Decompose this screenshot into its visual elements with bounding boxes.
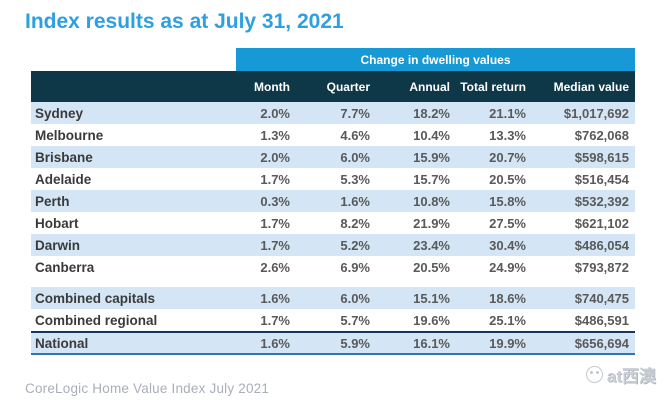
index-results-table: Change in dwelling values Month Quarter An… — [31, 48, 635, 355]
cell-annual: 21.9% — [413, 215, 450, 231]
footer-source: CoreLogic Home Value Index July 2021 — [25, 381, 270, 396]
cell-annual: 10.8% — [413, 193, 450, 209]
page-title: Index results as at July 31, 2021 — [25, 10, 344, 33]
cell-quarter: 5.3% — [340, 171, 370, 187]
table-row: Hobart 1.7% 8.2% 21.9% 27.5% $621,102 — [31, 212, 635, 234]
cell-region-label: Adelaide — [35, 171, 92, 187]
cell-total-return: 19.9% — [489, 335, 526, 351]
cell-median-value: $486,054 — [574, 237, 629, 253]
header-cell-month: Month — [254, 79, 290, 94]
cell-annual: 15.9% — [413, 149, 450, 165]
table-row: Canberra 2.6% 6.9% 20.5% 24.9% $793,872 — [31, 256, 635, 278]
banner-spacer — [31, 48, 236, 71]
cell-month: 0.3% — [260, 193, 290, 209]
table-row: Combined regional 1.7% 5.7% 19.6% 25.1% $486,… — [31, 309, 635, 331]
cell-month: 1.6% — [260, 290, 290, 306]
header-cell-quarter: Quarter — [326, 79, 370, 94]
table-row: National 1.6% 5.9% 16.1% 19.9% $656,694 — [31, 331, 635, 355]
cell-median-value: $532,392 — [574, 193, 629, 209]
cell-quarter: 6.9% — [340, 259, 370, 275]
cell-month: 1.7% — [260, 171, 290, 187]
cell-total-return: 21.1% — [489, 105, 526, 121]
header-cell-annual: Annual — [409, 79, 450, 94]
table-header-row: Month Quarter Annual Total return Median val… — [31, 71, 635, 102]
cell-region-label: Hobart — [35, 215, 79, 231]
cell-region-label: Melbourne — [35, 127, 104, 143]
table-row: Combined capitals 1.6% 6.0% 15.1% 18.6% $740,… — [31, 287, 635, 309]
cell-total-return: 18.6% — [489, 290, 526, 306]
cell-region-label: National — [35, 335, 89, 351]
cell-month: 2.0% — [260, 105, 290, 121]
cell-quarter: 7.7% — [340, 105, 370, 121]
cell-median-value: $516,454 — [574, 171, 629, 187]
table-row: Sydney 2.0% 7.7% 18.2% 21.1% $1,017,692 — [31, 102, 635, 124]
cell-quarter: 6.0% — [340, 290, 370, 306]
cell-median-value: $740,475 — [574, 290, 629, 306]
table-banner-row: Change in dwelling values — [31, 48, 635, 71]
capital-city-rows: Sydney 2.0% 7.7% 18.2% 21.1% $1,017,692 Melbou… — [31, 102, 635, 278]
cell-month: 2.0% — [260, 149, 290, 165]
cell-median-value: $656,694 — [574, 335, 629, 351]
cell-month: 1.7% — [260, 215, 290, 231]
cell-quarter: 1.6% — [340, 193, 370, 209]
cell-median-value: $621,102 — [574, 215, 629, 231]
table-row: Perth 0.3% 1.6% 10.8% 15.8% $532,392 — [31, 190, 635, 212]
cell-quarter: 8.2% — [340, 215, 370, 231]
cell-annual: 15.7% — [413, 171, 450, 187]
cell-quarter: 6.0% — [340, 149, 370, 165]
cell-quarter: 5.2% — [340, 237, 370, 253]
banner-change-in-dwelling-values: Change in dwelling values — [236, 48, 635, 71]
cell-annual: 16.1% — [413, 335, 450, 351]
cell-annual: 10.4% — [413, 127, 450, 143]
cell-region-label: Canberra — [35, 259, 95, 275]
cell-total-return: 25.1% — [489, 312, 526, 328]
cell-month: 1.6% — [260, 335, 290, 351]
cell-median-value: $1,017,692 — [563, 105, 629, 121]
header-cell-total-return: Total return — [460, 79, 526, 94]
cell-month: 1.7% — [260, 312, 290, 328]
cell-annual: 23.4% — [413, 237, 450, 253]
cell-region-label: Darwin — [35, 237, 81, 253]
watermark: at西澳 — [585, 362, 656, 387]
cell-total-return: 15.8% — [489, 193, 526, 209]
cell-quarter: 5.7% — [340, 312, 370, 328]
table-row: Brisbane 2.0% 6.0% 15.9% 20.7% $598,615 — [31, 146, 635, 168]
cell-total-return: 20.5% — [489, 171, 526, 187]
summary-rows: Combined capitals 1.6% 6.0% 15.1% 18.6% $740,… — [31, 287, 635, 355]
table-row: Melbourne 1.3% 4.6% 10.4% 13.3% $762,068 — [31, 124, 635, 146]
cell-total-return: 27.5% — [489, 215, 526, 231]
cell-median-value: $762,068 — [574, 127, 629, 143]
watermark-label: at西澳 — [606, 367, 656, 386]
cell-total-return: 24.9% — [489, 259, 526, 275]
cell-quarter: 4.6% — [340, 127, 370, 143]
cell-annual: 18.2% — [413, 105, 450, 121]
cell-annual: 19.6% — [413, 312, 450, 328]
cell-median-value: $598,615 — [574, 149, 629, 165]
cell-month: 2.6% — [260, 259, 290, 275]
table-row: Darwin 1.7% 5.2% 23.4% 30.4% $486,054 — [31, 234, 635, 256]
cell-region-label: Brisbane — [35, 149, 93, 165]
cell-region-label: Combined regional — [35, 312, 158, 328]
table-section-gap — [31, 278, 635, 287]
cell-total-return: 13.3% — [489, 127, 526, 143]
cell-quarter: 5.9% — [340, 335, 370, 351]
cell-total-return: 20.7% — [489, 149, 526, 165]
cell-month: 1.7% — [260, 237, 290, 253]
cell-median-value: $486,591 — [574, 312, 629, 328]
cell-region-label: Combined capitals — [35, 290, 156, 306]
cell-annual: 20.5% — [413, 259, 450, 275]
cell-region-label: Sydney — [35, 105, 84, 121]
cell-median-value: $793,872 — [574, 259, 629, 275]
cell-annual: 15.1% — [413, 290, 450, 306]
cell-month: 1.3% — [260, 127, 290, 143]
watermark-globe-icon — [585, 366, 603, 383]
header-cell-median-value: Median value — [553, 79, 629, 94]
cell-region-label: Perth — [35, 193, 70, 209]
table-row: Adelaide 1.7% 5.3% 15.7% 20.5% $516,454 — [31, 168, 635, 190]
cell-total-return: 30.4% — [489, 237, 526, 253]
